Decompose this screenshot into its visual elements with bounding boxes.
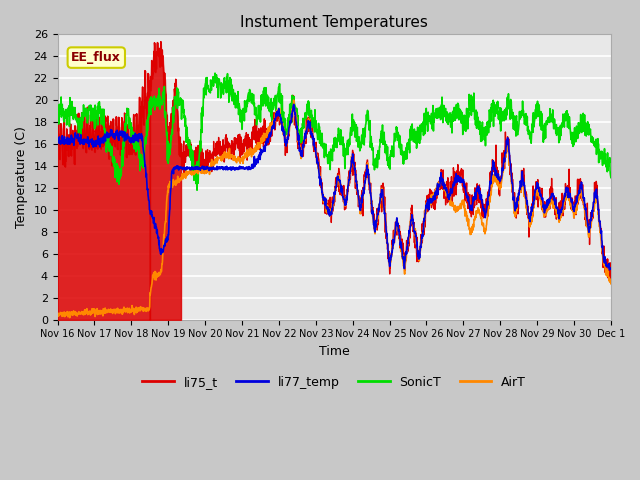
Y-axis label: Temperature (C): Temperature (C) xyxy=(15,126,28,228)
Legend: li75_t, li77_temp, SonicT, AirT: li75_t, li77_temp, SonicT, AirT xyxy=(137,371,531,394)
Text: EE_flux: EE_flux xyxy=(72,51,121,64)
X-axis label: Time: Time xyxy=(319,345,349,358)
Title: Instument Temperatures: Instument Temperatures xyxy=(240,15,428,30)
